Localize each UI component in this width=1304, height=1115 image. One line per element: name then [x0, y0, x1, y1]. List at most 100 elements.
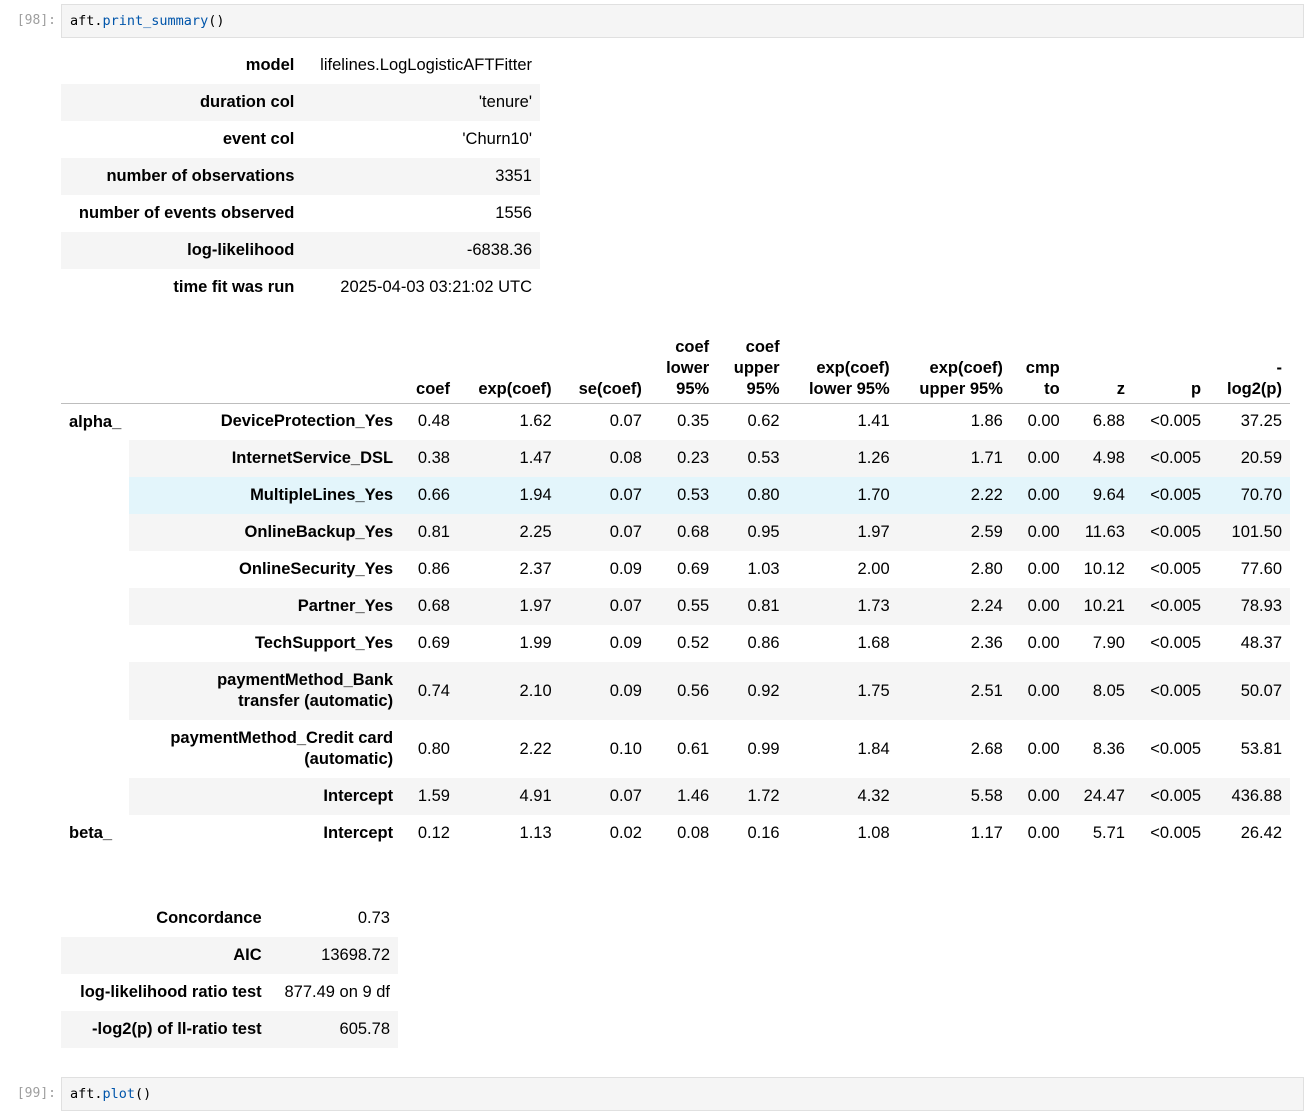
- table-cell: 436.88: [1209, 778, 1290, 815]
- table-cell: 1.47: [457, 440, 560, 477]
- table-cell: 1.59: [401, 778, 458, 815]
- table-cell: 2.22: [519, 739, 552, 758]
- table-cell: 0.07: [559, 477, 650, 514]
- code-method: plot: [102, 1086, 136, 1102]
- table-cell: 20.59: [1209, 440, 1290, 477]
- header-blank: [61, 333, 130, 404]
- table-row: TechSupport_Yes 0.69 1.99 0.09 0.52 0.86 1.68 2…: [61, 625, 1290, 662]
- column-header-line: se(coef): [578, 379, 642, 398]
- table-cell: <0.005: [1132, 514, 1210, 551]
- table-cell: 7.90: [1092, 634, 1125, 652]
- table-cell: 1.84: [857, 739, 890, 758]
- summary-label: number of observations: [106, 167, 295, 185]
- table-cell: 2.22: [897, 477, 1011, 514]
- table-cell: 0.00: [1010, 662, 1068, 720]
- column-header-line: exp(coef): [816, 358, 890, 377]
- table-cell: 101.50: [1209, 514, 1290, 551]
- column-header: exp(coef): [457, 333, 560, 404]
- covariate-name-line: transfer (automatic): [238, 692, 394, 710]
- table-cell: 4.98: [1067, 440, 1133, 477]
- summary-value: 3351: [495, 167, 532, 185]
- table-cell: 0.35: [677, 412, 710, 431]
- stats-label: AIC: [233, 946, 262, 964]
- summary-label: time fit was run: [173, 278, 295, 296]
- summary-value: -6838.36: [466, 241, 532, 259]
- table-cell: 0.23: [649, 440, 718, 477]
- covariate-name-line: paymentMethod_Bank: [217, 671, 394, 689]
- table-cell: 0.95: [717, 514, 788, 551]
- code-cell-input[interactable]: aft.plot(): [61, 1077, 1304, 1111]
- table-cell: <0.005: [1132, 662, 1210, 720]
- column-header-line: to: [1044, 379, 1060, 398]
- column-header-line: coef: [745, 337, 780, 356]
- table-cell: 0.00: [1010, 778, 1068, 815]
- table-cell: 9.64: [1067, 477, 1133, 514]
- table-cell: <0.005: [1132, 440, 1210, 477]
- table-cell: 1.03: [747, 560, 780, 578]
- table-row: paymentMethod_Bank transfer (automatic) 0.…: [61, 662, 1290, 720]
- column-header-line: exp(coef): [478, 379, 552, 398]
- covariate-name: Intercept: [129, 778, 402, 815]
- table-cell: 0.09: [609, 634, 642, 652]
- table-cell: 53.81: [1240, 739, 1282, 758]
- covariate-name-line: paymentMethod_Credit card: [170, 729, 394, 747]
- stats-value: 605.78: [339, 1020, 390, 1038]
- table-cell: 2.25: [457, 514, 560, 551]
- table-cell: 0.61: [677, 739, 710, 758]
- summary-row: model lifelines.LogLogisticAFTFitter: [61, 47, 540, 84]
- stats-row: AIC 13698.72: [61, 937, 398, 974]
- table-cell: 1.41: [857, 412, 890, 431]
- table-cell: <0.005: [1132, 778, 1210, 815]
- summary-row: event col 'Churn10': [61, 121, 540, 158]
- code-cell-input[interactable]: aft.print_summary(): [61, 4, 1304, 38]
- code-dot: .: [94, 1086, 103, 1102]
- table-cell: 0.81: [717, 588, 788, 625]
- summary-label: number of events observed: [78, 204, 295, 222]
- column-header: cmp to: [1010, 333, 1068, 404]
- summary-value: 1556: [495, 204, 532, 222]
- table-cell: 0.68: [401, 588, 458, 625]
- table-cell: 1.97: [457, 588, 560, 625]
- code-method: print_summary: [102, 13, 209, 29]
- column-header-line: p: [1191, 379, 1202, 398]
- table-cell: <0.005: [1132, 477, 1210, 514]
- table-cell: 0.62: [747, 412, 780, 431]
- table-row: Intercept 1.59 4.91 0.07 1.46 1.72 4.32 5.58 0.0…: [61, 778, 1290, 815]
- table-cell: 4.32: [787, 778, 898, 815]
- table-cell: 8.36: [1092, 739, 1125, 758]
- table-cell: <0.005: [1150, 739, 1202, 758]
- table-cell: 1.99: [519, 634, 552, 652]
- table-cell: 1.62: [519, 412, 552, 431]
- table-cell: 1.97: [787, 514, 898, 551]
- table-cell: 0.07: [609, 412, 642, 431]
- table-row: beta_ Intercept 0.12 1.13 0.02 0.08 0.16 1.08 1.…: [61, 815, 1290, 852]
- table-cell: 10.21: [1067, 588, 1133, 625]
- table-cell: 10.12: [1083, 560, 1125, 578]
- table-cell: 2.10: [457, 662, 560, 720]
- table-cell: 5.71: [1092, 824, 1125, 842]
- stats-row: log-likelihood ratio test 877.49 on 9 df: [61, 974, 398, 1011]
- column-header: coef: [401, 333, 458, 404]
- table-cell: 5.58: [897, 778, 1011, 815]
- column-header-line: upper 95%: [919, 379, 1003, 398]
- table-cell: 0.80: [717, 477, 788, 514]
- table-cell: 0.16: [747, 824, 780, 842]
- column-header: p: [1132, 333, 1210, 404]
- column-header: coef upper 95%: [717, 333, 788, 404]
- table-cell: 0.48: [417, 412, 450, 431]
- coefficients-table: coef exp(coef) se(coef) coef lower 95% coef upp…: [61, 333, 1290, 852]
- covariate-name-line: OnlineSecurity_Yes: [239, 560, 394, 578]
- covariate-name-line: Intercept: [323, 824, 394, 842]
- summary-label: duration col: [199, 93, 295, 111]
- summary-row: number of events observed 1556: [61, 195, 540, 232]
- stats-label: log-likelihood ratio test: [80, 983, 262, 1001]
- table-cell: 0.86: [417, 560, 450, 578]
- table-cell: 2.36: [970, 634, 1003, 652]
- table-cell: 0.09: [609, 560, 642, 578]
- table-cell: 0.99: [747, 739, 780, 758]
- table-cell: 1.73: [787, 588, 898, 625]
- table-row: InternetService_DSL 0.38 1.47 0.08 0.23 0.53 1…: [61, 440, 1290, 477]
- table-cell: 0.07: [559, 778, 650, 815]
- coef-header-row: coef exp(coef) se(coef) coef lower 95% coef upp…: [61, 333, 1290, 404]
- table-cell: 0.68: [649, 514, 718, 551]
